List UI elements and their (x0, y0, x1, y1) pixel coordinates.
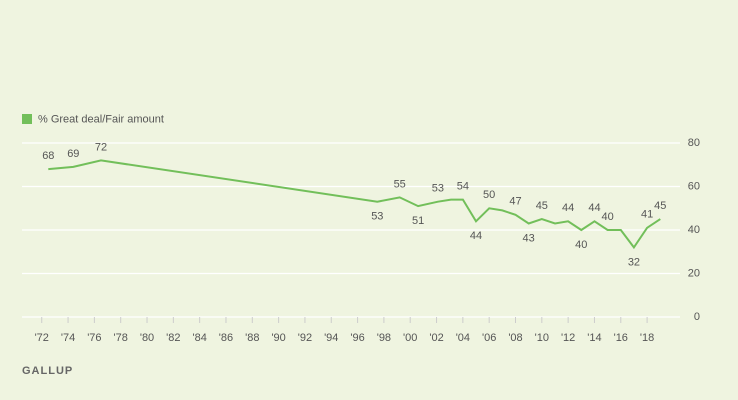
data-label: 72 (95, 141, 107, 153)
x-tick-label: '08 (508, 332, 522, 344)
legend-label: % Great deal/Fair amount (38, 113, 164, 125)
data-label: 40 (575, 239, 587, 251)
x-tick-label: '10 (535, 332, 549, 344)
data-label: 32 (628, 256, 640, 268)
data-label: 54 (457, 180, 469, 192)
x-tick-label: '16 (614, 332, 628, 344)
source: GALLUP (22, 365, 73, 377)
data-label: 44 (562, 202, 574, 214)
x-tick-label: '02 (429, 332, 443, 344)
data-label: 51 (412, 215, 424, 227)
data-label: 50 (483, 189, 495, 201)
data-label: 41 (641, 209, 653, 221)
x-tick-label: '12 (561, 332, 575, 344)
legend-swatch (22, 114, 32, 124)
data-label: 55 (394, 178, 406, 190)
data-label: 53 (432, 183, 444, 195)
x-tick-label: '92 (298, 332, 312, 344)
x-tick-label: '74 (61, 332, 75, 344)
x-tick-label: '76 (87, 332, 101, 344)
data-label: 43 (523, 232, 535, 244)
y-tick-label: 40 (688, 224, 700, 236)
x-tick-label: '88 (245, 332, 259, 344)
x-tick-label: '94 (324, 332, 338, 344)
y-tick-label: 60 (688, 180, 700, 192)
x-tick-label: '78 (114, 332, 128, 344)
data-label: 44 (588, 202, 600, 214)
data-line (48, 159, 661, 250)
y-tick-label: 20 (688, 267, 700, 279)
data-label: 69 (67, 148, 79, 160)
x-tick-label: '90 (271, 332, 285, 344)
x-tick-label: '00 (403, 332, 417, 344)
data-label: 40 (601, 211, 613, 223)
x-tick-label: '98 (377, 332, 391, 344)
x-tick-label: '86 (219, 332, 233, 344)
x-tick-label: '18 (640, 332, 654, 344)
x-tick-label: '14 (587, 332, 601, 344)
y-tick-label: 80 (688, 137, 700, 149)
x-tick-label: '82 (166, 332, 180, 344)
data-label: 53 (371, 211, 383, 223)
x-tick-label: '84 (192, 332, 206, 344)
data-label: 44 (470, 230, 482, 242)
x-tick-label: '04 (456, 332, 470, 344)
x-tick-label: '72 (35, 332, 49, 344)
data-label: 45 (654, 200, 666, 212)
x-tick-label: '06 (482, 332, 496, 344)
y-tick-label: 0 (694, 311, 700, 323)
x-tick-label: '96 (350, 332, 364, 344)
data-label: 45 (536, 200, 548, 212)
data-label: 68 (42, 150, 54, 162)
x-tick-label: '80 (140, 332, 154, 344)
data-label: 47 (509, 196, 521, 208)
